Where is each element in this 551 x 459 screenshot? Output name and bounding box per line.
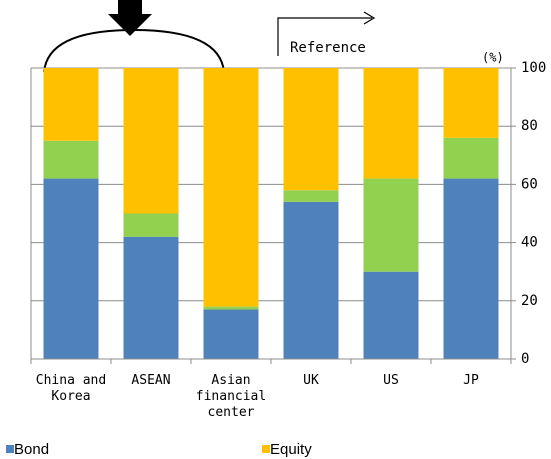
bar-segment xyxy=(123,68,179,214)
y-tick-label: 20 xyxy=(521,293,538,309)
bar-segment xyxy=(283,68,339,191)
x-tick-label: ASEAN xyxy=(131,373,171,388)
decorations xyxy=(43,0,376,73)
legend-label: Equity xyxy=(270,441,312,458)
x-tick-label: JP xyxy=(463,373,479,388)
bar-segment xyxy=(43,140,99,179)
x-tick-label: China and Korea xyxy=(35,373,107,404)
bar-segment xyxy=(43,68,99,141)
annotation: Reference xyxy=(290,40,366,56)
bar-segment xyxy=(363,68,419,179)
reference-arrowhead xyxy=(363,11,376,25)
legend-label: Bond xyxy=(14,441,50,458)
y-tick-label: 40 xyxy=(521,235,538,251)
y-tick-label: 80 xyxy=(521,118,538,134)
down-arrow xyxy=(108,0,152,36)
bar-segment xyxy=(203,309,259,359)
bar-segment xyxy=(443,68,499,138)
bar-segment xyxy=(123,236,179,359)
legend-swatch xyxy=(6,445,14,453)
bar-segment xyxy=(283,190,339,202)
bar-segment xyxy=(203,68,259,307)
y-tick-label: 100 xyxy=(521,60,546,76)
bar-segment xyxy=(443,137,499,179)
bracket xyxy=(43,28,225,73)
y-tick-label: 60 xyxy=(521,176,538,192)
bar-segment xyxy=(123,213,179,237)
bar-segment xyxy=(43,178,99,359)
bar-segment xyxy=(203,306,259,310)
x-tick-label: Asian financial center xyxy=(195,373,267,420)
bar-segment xyxy=(363,178,419,272)
legend-swatch xyxy=(262,445,270,453)
x-tick-label: US xyxy=(383,373,399,388)
x-tick-label: UK xyxy=(303,373,319,388)
bar-segment xyxy=(283,201,339,359)
unit-label: (%) xyxy=(482,51,504,65)
reference-arrow xyxy=(277,17,372,56)
bar-segment xyxy=(443,178,499,359)
bar-segment xyxy=(363,271,419,359)
y-tick-label: 0 xyxy=(521,351,529,367)
